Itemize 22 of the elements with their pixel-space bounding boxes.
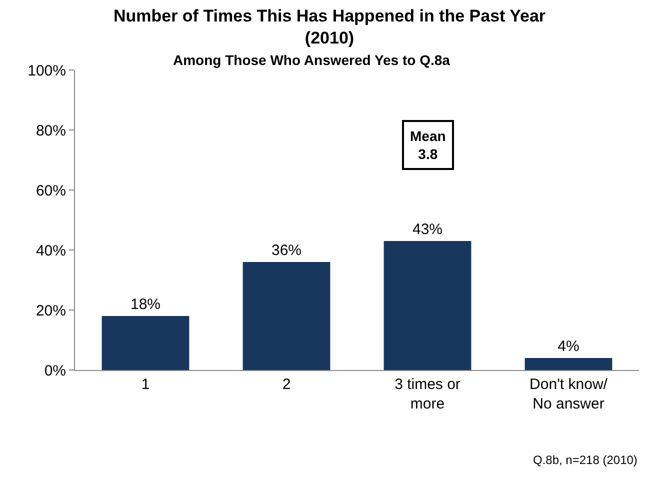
text: Q.8b, n=218 (2010)	[533, 453, 638, 467]
y-tick-label: 80%	[36, 122, 66, 140]
data-label: 18%	[130, 296, 161, 313]
x-tick-label: Don't know/ No answer	[530, 376, 608, 412]
y-tick-label: 20%	[36, 302, 66, 320]
x-tick-label: 3 times or more	[394, 376, 460, 412]
bar	[102, 316, 190, 370]
bar	[384, 241, 472, 370]
bar	[242, 262, 330, 370]
annotation: Mean 3.8	[410, 128, 446, 162]
chart-subtitle: Among Those Who Answered Yes to Q.8a	[173, 52, 450, 68]
bar	[524, 358, 612, 370]
x-tick-label: 2	[282, 376, 291, 393]
x-tick-label: 1	[141, 376, 150, 393]
data-label: 36%	[271, 242, 302, 259]
y-tick-label: 0%	[44, 362, 66, 380]
chart-title: Number of Times This Has Happened in the Past Year (2010)	[113, 6, 546, 48]
y-tick-label: 40%	[36, 242, 66, 260]
data-label: 4%	[558, 338, 580, 355]
y-tick-label: 100%	[28, 62, 66, 80]
data-label: 43%	[412, 221, 443, 238]
y-tick-label: 60%	[36, 182, 66, 200]
